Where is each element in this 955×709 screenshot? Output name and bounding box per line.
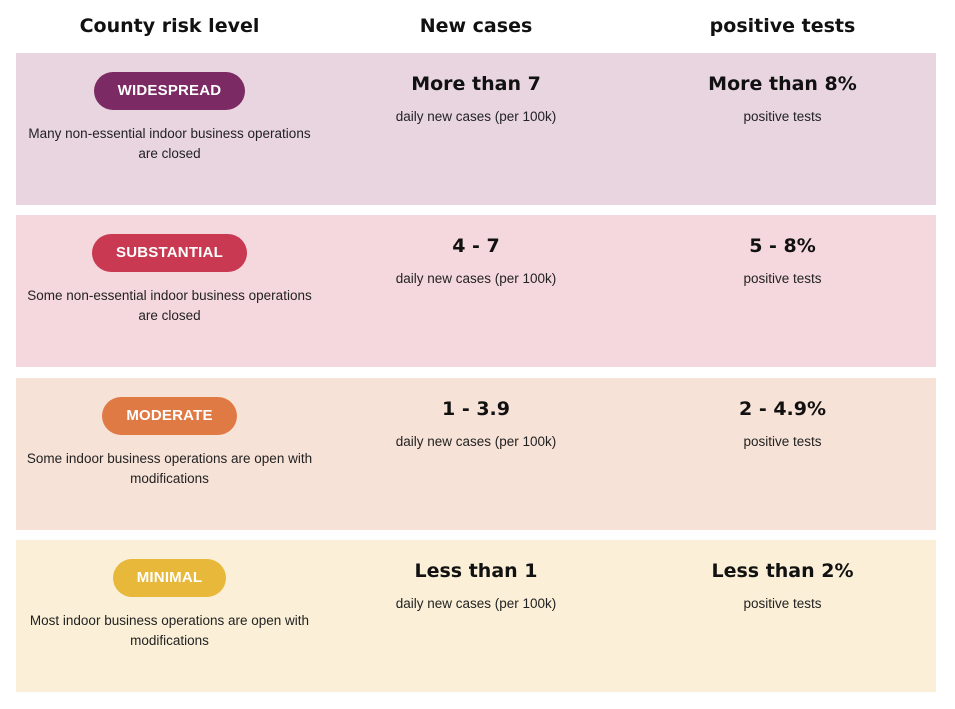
- positive-tests-cell: More than 8% positive tests: [629, 53, 936, 205]
- tests-unit: positive tests: [743, 434, 822, 449]
- new-cases-cell: More than 7 daily new cases (per 100k): [323, 53, 629, 205]
- tests-value: 2 - 4.9%: [738, 398, 827, 420]
- risk-level-cell: MINIMAL Most indoor business operations …: [16, 540, 323, 692]
- risk-level-cell: WIDESPREAD Many non-essential indoor bus…: [16, 53, 323, 205]
- tier-badge: MINIMAL: [112, 559, 227, 597]
- tests-unit: positive tests: [743, 271, 822, 286]
- tier-description: Most indoor business operations are open…: [29, 613, 310, 648]
- positive-tests-cell: Less than 2% positive tests: [629, 540, 936, 692]
- header-county-risk-level: County risk level: [79, 15, 260, 37]
- cases-value: More than 7: [411, 73, 541, 95]
- new-cases-cell: 4 - 7 daily new cases (per 100k): [323, 215, 629, 367]
- tests-value: More than 8%: [708, 73, 857, 95]
- tier-description: Some non-essential indoor business opera…: [27, 288, 312, 323]
- cases-value: 4 - 7: [452, 235, 500, 257]
- tests-value: Less than 2%: [711, 560, 854, 582]
- new-cases-cell: 1 - 3.9 daily new cases (per 100k): [323, 378, 629, 530]
- positive-tests-cell: 5 - 8% positive tests: [629, 215, 936, 367]
- cases-unit: daily new cases (per 100k): [395, 596, 557, 611]
- cases-value: Less than 1: [414, 560, 538, 582]
- tests-unit: positive tests: [743, 109, 822, 124]
- tests-value: 5 - 8%: [749, 235, 816, 257]
- cases-unit: daily new cases (per 100k): [395, 109, 557, 124]
- tier-badge: MODERATE: [102, 397, 237, 435]
- risk-level-cell: SUBSTANTIAL Some non-essential indoor bu…: [16, 215, 323, 367]
- tier-description: Many non-essential indoor business opera…: [28, 126, 311, 161]
- cases-value: 1 - 3.9: [442, 398, 510, 420]
- cases-unit: daily new cases (per 100k): [395, 271, 557, 286]
- risk-level-cell: MODERATE Some indoor business operations…: [16, 378, 323, 530]
- table-header: County risk level New cases positive tes…: [16, 0, 936, 54]
- tier-row-minimal: MINIMAL Most indoor business operations …: [16, 540, 936, 692]
- header-new-cases: New cases: [419, 15, 533, 37]
- new-cases-cell: Less than 1 daily new cases (per 100k): [323, 540, 629, 692]
- cases-unit: daily new cases (per 100k): [395, 434, 557, 449]
- tests-unit: positive tests: [743, 596, 822, 611]
- header-positive-tests: positive tests: [709, 15, 856, 37]
- tier-row-substantial: SUBSTANTIAL Some non-essential indoor bu…: [16, 215, 936, 367]
- tier-description: Some indoor business operations are open…: [26, 451, 313, 486]
- tier-badge: SUBSTANTIAL: [92, 234, 247, 272]
- tier-row-widespread: WIDESPREAD Many non-essential indoor bus…: [16, 53, 936, 205]
- tier-row-moderate: MODERATE Some indoor business operations…: [16, 378, 936, 530]
- tier-badge: WIDESPREAD: [93, 72, 246, 110]
- positive-tests-cell: 2 - 4.9% positive tests: [629, 378, 936, 530]
